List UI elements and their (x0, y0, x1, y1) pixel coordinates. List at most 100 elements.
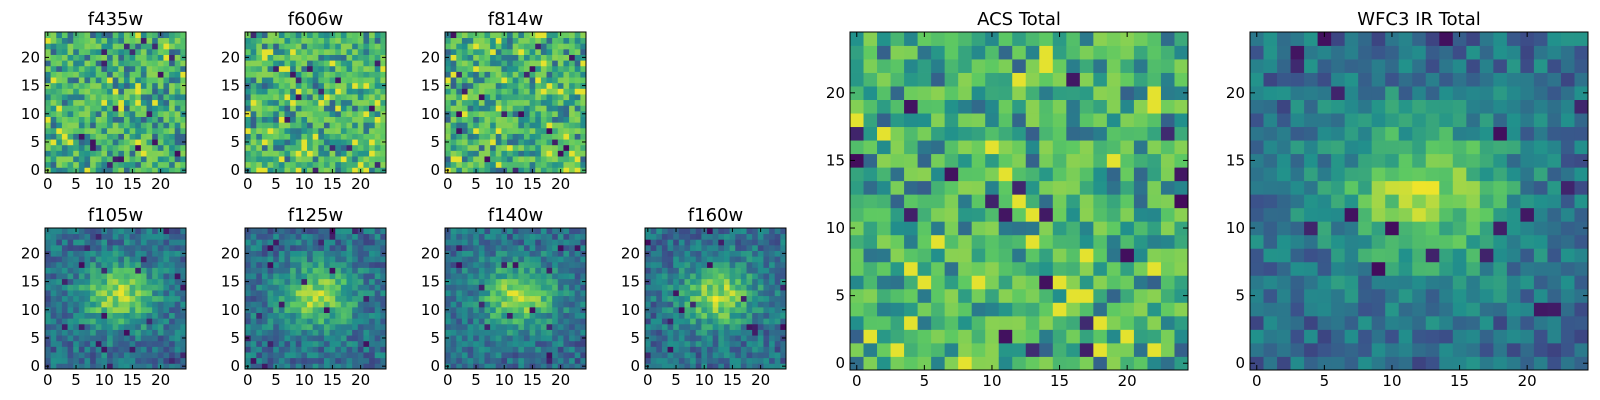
heatmap-cell (723, 239, 730, 246)
heatmap-cell (484, 37, 491, 44)
heatmap-cell (1012, 288, 1027, 303)
heatmap-cell (174, 284, 181, 291)
heatmap-cell (863, 221, 878, 236)
heatmap-cell (552, 295, 559, 302)
heatmap-cell (501, 346, 508, 353)
heatmap-cell (118, 54, 125, 61)
heatmap-cell (580, 32, 587, 39)
heatmap-cell (461, 233, 468, 240)
heatmap-cell (695, 363, 702, 370)
heatmap-cell (557, 99, 564, 106)
heatmap-cell (574, 250, 581, 257)
heatmap-cell (467, 306, 474, 313)
heatmap-cell (112, 122, 119, 129)
heatmap-cell (273, 273, 280, 280)
heatmap-cell (461, 48, 468, 55)
heatmap-cell (50, 133, 57, 140)
heatmap-cell (374, 60, 381, 67)
heatmap-cell (129, 301, 136, 308)
heatmap-cell (245, 346, 252, 353)
heatmap-cell (1039, 288, 1054, 303)
heatmap-cell (346, 105, 353, 112)
heatmap-cell (695, 306, 702, 313)
heatmap-cell (450, 161, 457, 168)
heatmap-cell (380, 273, 387, 280)
heatmap-cell (523, 54, 530, 61)
heatmap-cell (174, 133, 181, 140)
heatmap-cell (667, 312, 674, 319)
heatmap-cell (45, 346, 52, 353)
heatmap-cell (357, 139, 364, 146)
heatmap-cell (752, 346, 759, 353)
heatmap-cell (267, 54, 274, 61)
heatmap-cell (985, 248, 1000, 263)
heatmap-cell (329, 71, 336, 78)
heatmap-cell (73, 306, 80, 313)
heatmap-cell (95, 122, 102, 129)
heatmap-cell (295, 54, 302, 61)
heatmap-cell (369, 228, 376, 235)
heatmap-cell (318, 94, 325, 101)
heatmap-cell (340, 323, 347, 330)
heatmap-cell (146, 290, 153, 297)
heatmap-cell (701, 346, 708, 353)
heatmap-cell (656, 312, 663, 319)
heatmap-cell (140, 156, 147, 163)
heatmap-cell (374, 150, 381, 157)
heatmap-cell (174, 312, 181, 319)
heatmap-cell (352, 228, 359, 235)
heatmap-cell (850, 167, 864, 182)
heatmap-cell (123, 335, 130, 342)
heatmap-cell (580, 65, 587, 72)
heatmap-cell (101, 233, 108, 240)
heatmap-cell (340, 318, 347, 325)
heatmap-cell (735, 357, 742, 364)
heatmap-cell (329, 267, 336, 274)
heatmap-cell (135, 250, 142, 257)
heatmap-cell (1106, 356, 1121, 371)
heatmap-cell (245, 284, 252, 291)
heatmap-cell (535, 239, 542, 246)
heatmap-cell (695, 312, 702, 319)
heatmap-cell (140, 43, 147, 50)
heatmap-cell (667, 239, 674, 246)
heatmap-cell (877, 329, 891, 344)
heatmap-cell (490, 94, 497, 101)
heatmap-cell (301, 256, 308, 263)
heatmap-cell (1079, 261, 1094, 276)
heatmap-cell (501, 329, 508, 336)
heatmap-cell (84, 352, 91, 359)
heatmap-cell (118, 105, 125, 112)
heatmap-cell (535, 88, 542, 95)
heatmap-cell (152, 306, 159, 313)
heatmap-cell (473, 273, 480, 280)
heatmap-cell (50, 256, 57, 263)
heatmap-cell (56, 32, 63, 39)
heatmap-cell (340, 340, 347, 347)
heatmap-cell (1093, 342, 1108, 357)
heatmap-cell (684, 357, 691, 364)
heatmap-cell (363, 318, 370, 325)
heatmap-cell (335, 161, 342, 168)
heatmap-cell (90, 306, 97, 313)
heatmap-cell (61, 60, 68, 67)
heatmap-cell (540, 284, 547, 291)
heatmap-cell (507, 352, 514, 359)
heatmap-cell (774, 357, 781, 364)
heatmap-cell (678, 228, 685, 235)
heatmap-cell (123, 363, 130, 370)
heatmap-cell (769, 261, 776, 268)
heatmap-cell (50, 363, 57, 370)
heatmap-cell (135, 233, 142, 240)
heatmap-cell (450, 228, 457, 235)
heatmap-cell (140, 290, 147, 297)
heatmap-cell (478, 295, 485, 302)
heatmap-cell (363, 244, 370, 251)
heatmap-cell (473, 82, 480, 89)
heatmap-cell (78, 127, 85, 134)
heatmap-cell (495, 88, 502, 95)
heatmap-cell (140, 256, 147, 263)
heatmap-cell (129, 43, 136, 50)
heatmap-cell (284, 110, 291, 117)
